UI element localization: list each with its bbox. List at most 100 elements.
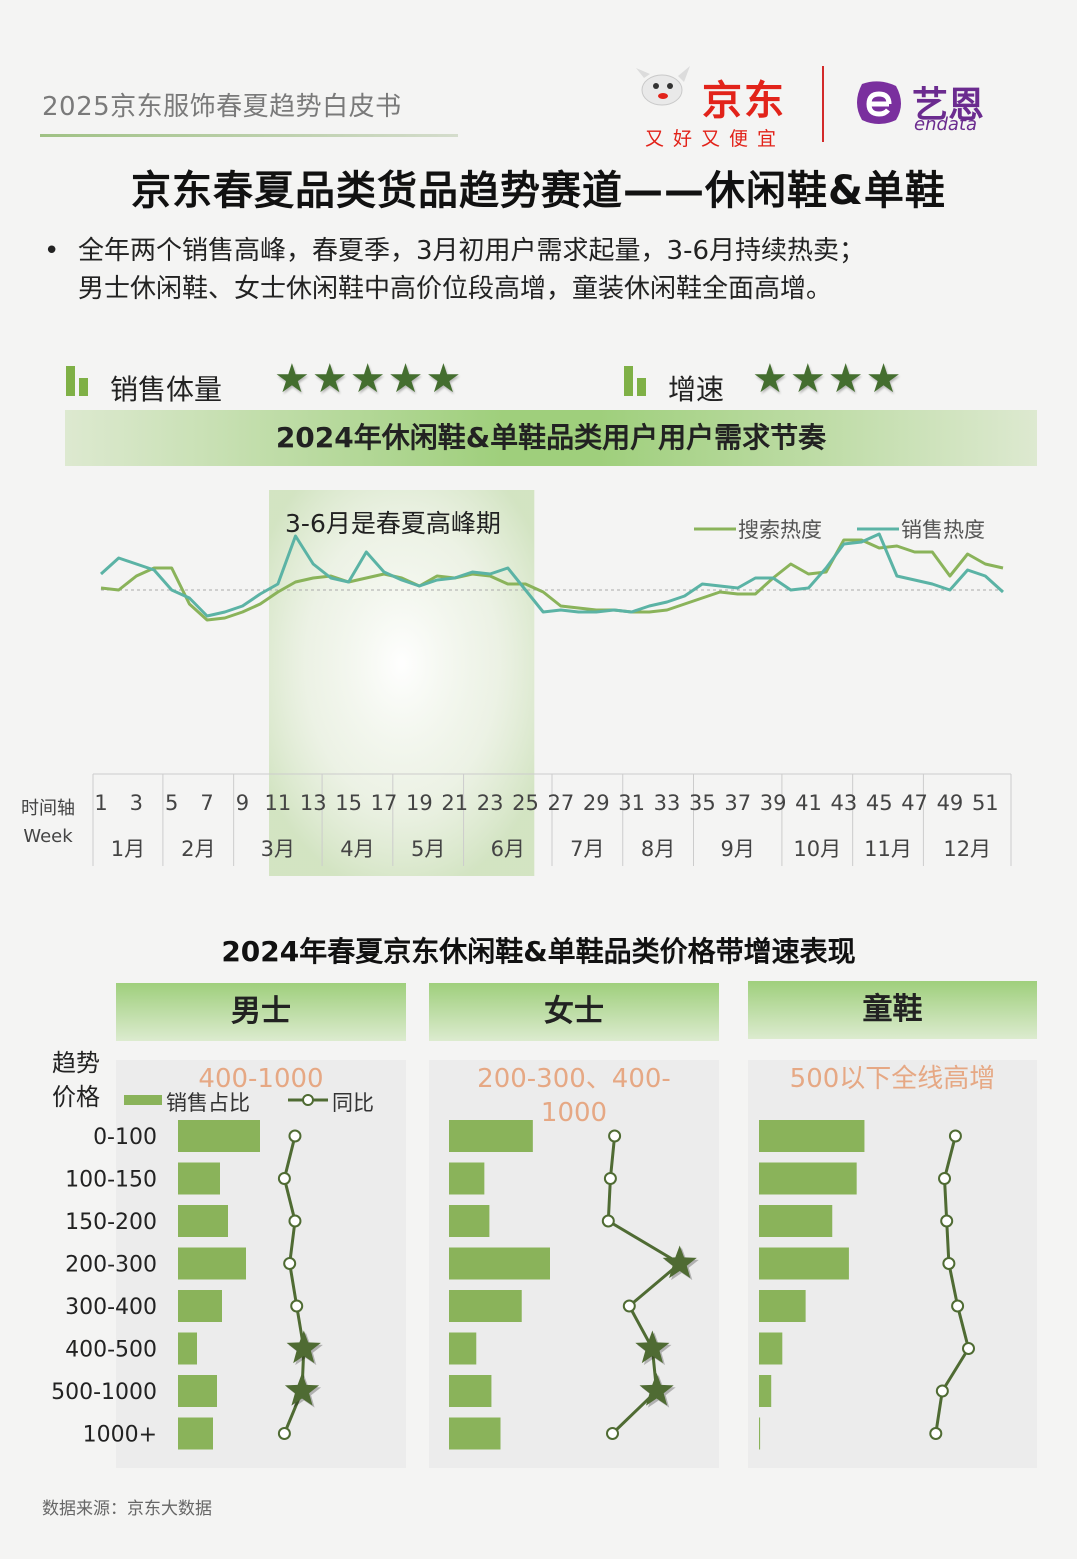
month-label: 10月 — [793, 837, 841, 861]
month-label: 12月 — [943, 837, 991, 861]
week-tick: 47 — [901, 791, 928, 815]
month-label: 11月 — [864, 837, 912, 861]
share-bar — [759, 1247, 849, 1280]
yoy-marker — [948, 1129, 962, 1143]
yoy-marker — [601, 1214, 615, 1228]
group-header-kids: 童鞋 — [748, 981, 1037, 1039]
whitepaper-title: 2025京东服饰春夏趋势白皮书 — [42, 92, 402, 122]
week-tick: 35 — [689, 791, 716, 815]
share-bar — [759, 1205, 833, 1237]
share-bar — [759, 1290, 806, 1322]
week-tick: 21 — [441, 791, 468, 815]
price-category: 300-400 — [65, 1295, 157, 1320]
yoy-marker — [288, 1214, 302, 1228]
yoy-marker — [283, 1257, 297, 1270]
share-bar — [449, 1120, 533, 1152]
bar-chart-icon — [624, 366, 648, 396]
week-tick: 41 — [795, 791, 822, 815]
line-chart-title: 2024年休闲鞋&单鞋品类用户用户需求节奏 — [275, 421, 827, 454]
month-label: 7月 — [570, 837, 604, 861]
share-bar — [759, 1417, 761, 1450]
yoy-marker — [929, 1427, 943, 1440]
share-bar — [759, 1120, 865, 1152]
bar-chart-icon — [66, 366, 90, 396]
week-tick: 45 — [866, 791, 893, 815]
week-tick: 3 — [130, 791, 143, 815]
rating-stars-volume: ★★★★★ — [274, 356, 464, 402]
week-tick: 39 — [760, 791, 787, 815]
peak-highlight — [269, 490, 535, 876]
month-label: 5月 — [411, 837, 445, 861]
legend-label-line: 同比 — [332, 1091, 374, 1115]
share-bar — [449, 1375, 492, 1407]
share-bar — [178, 1120, 260, 1152]
yoy-marker — [603, 1172, 617, 1185]
week-tick: 37 — [724, 791, 751, 815]
share-bar — [178, 1332, 197, 1365]
price-category: 150-200 — [65, 1210, 157, 1235]
peak-annotation: 3-6月是春夏高峰期 — [285, 509, 501, 538]
series-line-search — [100, 538, 1004, 622]
logo-divider — [822, 66, 824, 142]
highlight-star-marker — [286, 1330, 321, 1364]
axis-row-label: 时间轴 — [21, 798, 75, 819]
week-tick: 19 — [406, 791, 433, 815]
legend-label: 销售热度 — [901, 518, 985, 542]
week-tick: 13 — [300, 791, 327, 815]
endata-logo-mark — [857, 81, 901, 124]
month-label: 8月 — [641, 837, 675, 861]
price-category: 400-500 — [65, 1338, 157, 1363]
summary-text: 全年两个销售高峰，春夏季，3月初用户需求起量，3-6月持续热卖； 男士休闲鞋、女… — [78, 236, 866, 304]
month-label: 1月 — [111, 837, 145, 861]
price-category: 0-100 — [93, 1125, 157, 1150]
legend-label: 搜索热度 — [738, 518, 822, 542]
metric-label-growth: 增速 — [668, 373, 725, 406]
share-bar — [178, 1290, 222, 1322]
highlight-star-marker — [662, 1245, 697, 1279]
week-tick: 17 — [371, 791, 398, 815]
yoy-marker — [942, 1257, 956, 1270]
month-label: 3月 — [261, 837, 295, 861]
yoy-marker — [277, 1427, 291, 1440]
trend-women: 200-300、400- 1000 — [477, 1064, 671, 1128]
week-tick: 51 — [972, 791, 999, 815]
row-header: 趋势 价格 — [52, 1049, 100, 1111]
share-bar — [178, 1247, 246, 1280]
yoy-marker — [288, 1129, 302, 1143]
share-bar — [178, 1162, 220, 1195]
week-tick: 23 — [477, 791, 504, 815]
yoy-marker — [940, 1214, 954, 1228]
share-bar — [449, 1162, 485, 1195]
week-tick: 27 — [547, 791, 574, 815]
yoy-marker — [608, 1129, 622, 1143]
highlight-star-marker — [635, 1330, 670, 1364]
week-tick: 31 — [618, 791, 645, 815]
share-bar — [759, 1375, 772, 1407]
week-tick: 43 — [830, 791, 857, 815]
share-bar — [449, 1417, 501, 1450]
endata-brand-cn: 艺恩 — [912, 85, 985, 126]
chart-title-band — [65, 410, 1037, 466]
legend-label-bar: 销售占比 — [166, 1091, 250, 1115]
bullet-dot: • — [44, 236, 60, 266]
share-bar — [449, 1205, 490, 1237]
week-tick: 5 — [165, 791, 178, 815]
yoy-marker — [962, 1342, 975, 1355]
trend-men: 400-1000 — [198, 1064, 324, 1094]
trend-kids: 500以下全线高增 — [789, 1064, 996, 1094]
highlight-star-marker — [284, 1373, 320, 1406]
yoy-marker — [951, 1299, 965, 1313]
month-label: 6月 — [491, 837, 525, 861]
week-tick: 33 — [654, 791, 681, 815]
yoy-marker — [606, 1427, 619, 1440]
jd-brand: 京东 — [702, 78, 786, 124]
price-category: 1000+ — [83, 1423, 157, 1448]
share-bar — [178, 1375, 217, 1407]
share-bar — [449, 1332, 477, 1365]
share-bar — [178, 1205, 228, 1237]
panel-men — [116, 1060, 406, 1468]
title-underline — [40, 134, 458, 137]
metric-label-volume: 销售体量 — [110, 373, 223, 406]
yoy-marker — [277, 1172, 291, 1185]
yoy-marker — [935, 1384, 949, 1398]
